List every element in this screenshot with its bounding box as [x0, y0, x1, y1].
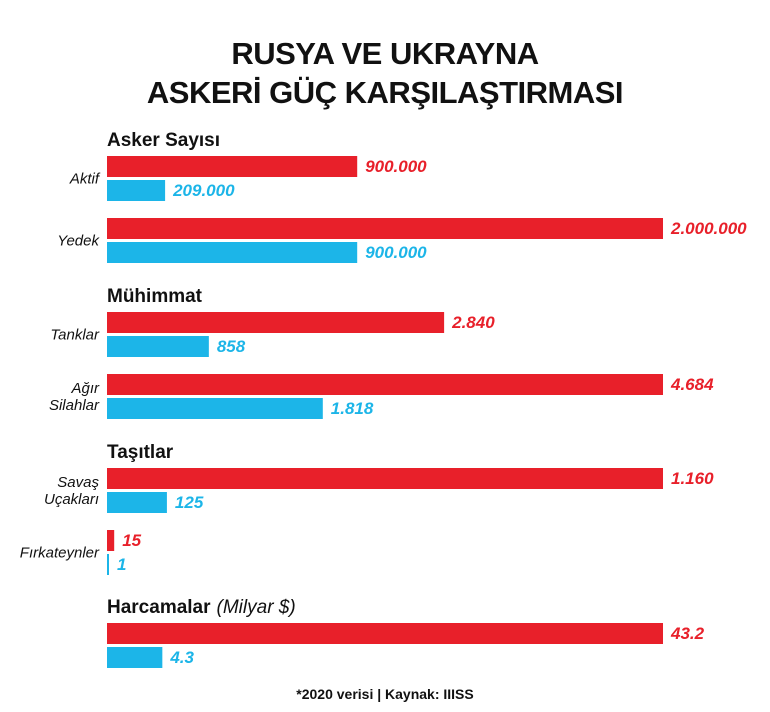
category-label: Ağır [70, 380, 100, 397]
category-label: Aktif [69, 171, 101, 188]
bar-ukraine [107, 554, 109, 575]
section-header: Mühimmat [107, 286, 203, 307]
section-header-label: Harcamalar [107, 597, 211, 618]
bar-russia [107, 530, 115, 551]
section-header-label: Asker Sayısı [107, 130, 220, 151]
bar-russia [107, 623, 663, 644]
footnote: *2020 verisi | Kaynak: IIISS [296, 686, 474, 702]
data-label-ukraine: 900.000 [365, 243, 427, 262]
section-header: Taşıtlar [107, 442, 174, 463]
bar-ukraine [107, 180, 166, 201]
bar-ukraine [107, 336, 209, 357]
bar-russia [107, 468, 663, 489]
data-label-ukraine: 858 [217, 337, 246, 356]
category-label: Tanklar [50, 327, 100, 344]
category-label: Savaş [57, 474, 99, 491]
data-label-russia: 2.000.000 [670, 219, 747, 238]
bar-ukraine [107, 492, 167, 513]
section-header-label: Mühimmat [107, 286, 203, 307]
category-label: Fırkateynler [20, 545, 100, 562]
data-label-russia: 1.160 [671, 469, 714, 488]
bar-ukraine [107, 647, 163, 668]
section-header-label: Taşıtlar [107, 442, 174, 463]
chart-title: RUSYA VE UKRAYNA ASKERİ GÜÇ KARŞILAŞTIRM… [0, 34, 770, 112]
category-label: Uçakları [44, 491, 99, 508]
data-label-russia: 4.684 [670, 375, 714, 394]
section-header: Asker Sayısı [107, 130, 220, 151]
section-header-note: (Milyar $) [217, 597, 296, 618]
bar-russia [107, 374, 663, 395]
data-label-ukraine: 209.000 [172, 181, 235, 200]
section-header: Harcamalar (Milyar $) [107, 597, 296, 618]
chart-title-line-2: ASKERİ GÜÇ KARŞILAŞTIRMASI [146, 75, 624, 110]
category-label: Silahlar [49, 397, 100, 414]
bar-ukraine [107, 398, 323, 419]
category-label: Yedek [57, 233, 100, 250]
data-label-ukraine: 1.818 [331, 399, 374, 418]
data-label-russia: 43.2 [670, 624, 705, 643]
data-label-russia: 2.840 [451, 313, 495, 332]
data-label-russia: 15 [122, 531, 141, 550]
bar-ukraine [107, 242, 358, 263]
data-label-russia: 900.000 [365, 157, 427, 176]
data-label-ukraine: 1 [117, 555, 126, 574]
chart-title-line-1: RUSYA VE UKRAYNA [231, 36, 539, 71]
bar-russia [107, 312, 445, 333]
bar-russia [107, 218, 663, 239]
data-label-ukraine: 125 [175, 493, 204, 512]
data-label-ukraine: 4.3 [169, 648, 194, 667]
bar-russia [107, 156, 358, 177]
